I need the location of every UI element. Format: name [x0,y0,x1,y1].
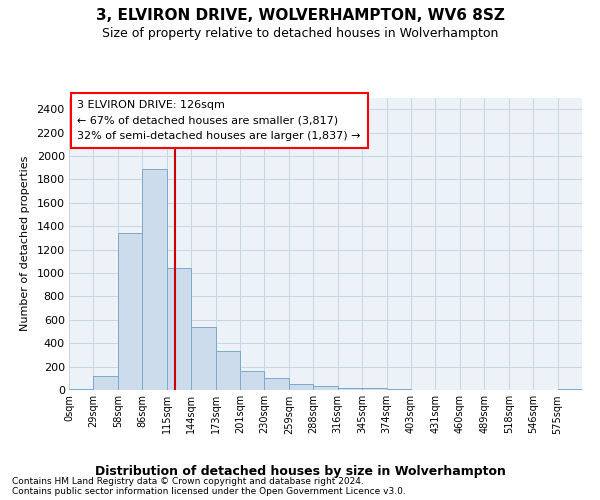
Bar [118,233,142,390]
Bar [94,376,118,390]
Text: 3 ELVIRON DRIVE: 126sqm
← 67% of detached houses are smaller (3,817)
32% of semi: 3 ELVIRON DRIVE: 126sqm ← 67% of detache… [77,100,361,141]
Bar [338,388,362,390]
Text: 3, ELVIRON DRIVE, WOLVERHAMPTON, WV6 8SZ: 3, ELVIRON DRIVE, WOLVERHAMPTON, WV6 8SZ [95,8,505,22]
Y-axis label: Number of detached properties: Number of detached properties [20,156,29,332]
Bar [313,386,338,390]
Bar [362,388,386,390]
Bar [215,352,240,390]
Bar [191,327,215,390]
Text: Contains public sector information licensed under the Open Government Licence v3: Contains public sector information licen… [12,487,406,496]
Bar [167,268,191,390]
Bar [240,372,265,390]
Bar [265,378,289,390]
Bar [142,169,167,390]
Text: Contains HM Land Registry data © Crown copyright and database right 2024.: Contains HM Land Registry data © Crown c… [12,477,364,486]
Bar [69,389,94,390]
Text: Size of property relative to detached houses in Wolverhampton: Size of property relative to detached ho… [102,28,498,40]
Bar [289,384,313,390]
Bar [386,389,411,390]
Bar [557,389,582,390]
Text: Distribution of detached houses by size in Wolverhampton: Distribution of detached houses by size … [95,464,505,477]
